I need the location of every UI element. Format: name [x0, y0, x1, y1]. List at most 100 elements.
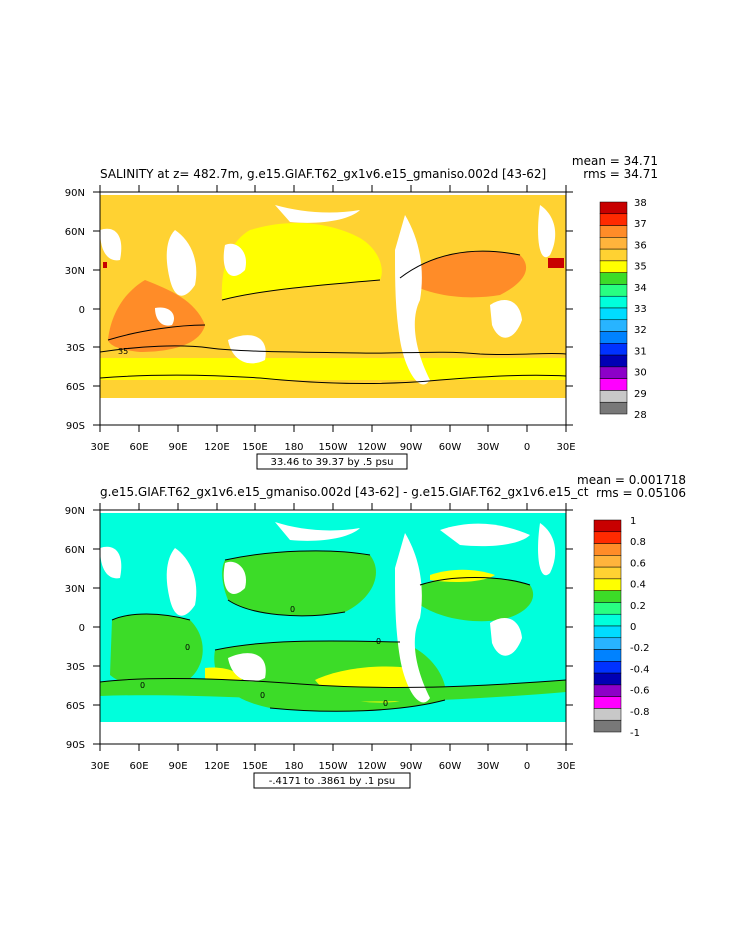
x-tick-label: 0 [524, 442, 530, 453]
legend-swatch [599, 366, 628, 379]
x-tick-label: 120W [358, 761, 387, 772]
difference-mean: mean = 0.001718 [577, 473, 686, 487]
north-atlantic-salty [400, 251, 527, 298]
salinity-map: 35 [100, 192, 566, 425]
difference-range-note: -.4171 to .3861 by .1 psu [269, 776, 396, 787]
legend-swatch [599, 319, 628, 332]
legend-label: -1 [630, 728, 640, 739]
x-tick-label: 150W [319, 761, 348, 772]
x-tick-label: 30W [477, 442, 500, 453]
legend-swatch [599, 284, 628, 297]
difference-range-box [253, 772, 411, 789]
legend-label: 37 [634, 219, 647, 230]
legend-swatch [599, 378, 628, 391]
legend-label: 0.8 [630, 537, 646, 548]
y-tick-label: 30S [66, 662, 85, 673]
legend-label: -0.8 [630, 707, 650, 718]
legend-swatch [599, 295, 628, 309]
salinity-contours [100, 250, 566, 385]
land-mask [100, 510, 566, 744]
y-tick-label: 90S [66, 421, 85, 432]
legend-swatch [599, 401, 628, 415]
salinity-title: SALINITY at z= 482.7m, g.e15.GIAF.T62_gx… [100, 167, 546, 181]
y-tick-label: 0 [79, 305, 85, 316]
legend-label: 1 [630, 516, 636, 527]
legend-swatch [593, 566, 622, 580]
y-tick-label: 60S [66, 701, 85, 712]
legend-swatch [593, 661, 622, 674]
x-tick-label: 120E [204, 442, 229, 453]
x-tick-label: 0 [524, 761, 530, 772]
x-tick-label: 90E [168, 442, 187, 453]
legend-swatch [593, 719, 622, 733]
legend-swatch [593, 590, 622, 603]
x-tick-label: 90W [400, 442, 423, 453]
diff-atlantic [420, 577, 534, 622]
salinity-range-note: 33.46 to 39.37 by .5 psu [271, 457, 394, 468]
x-tick-label: 60W [439, 761, 462, 772]
difference-y-ticks [93, 509, 573, 745]
difference-title: g.e15.GIAF.T62_gx1v6.e15_gmaniso.002d [4… [100, 485, 589, 499]
diff-southern-band [100, 678, 566, 702]
legend-swatch [593, 672, 622, 686]
y-tick-label: 30N [65, 584, 85, 595]
contour-label-35: 35 [118, 347, 128, 356]
legend-label: 28 [634, 410, 647, 421]
legend-swatch [599, 331, 628, 344]
legend-label: 0.2 [630, 601, 646, 612]
legend-label: 35 [634, 262, 647, 273]
legend-label: -0.2 [630, 643, 650, 654]
y-tick-label: 0 [79, 623, 85, 634]
legend-label: 31 [634, 346, 647, 357]
legend-swatch [593, 649, 622, 662]
x-tick-label: 60E [129, 442, 148, 453]
x-tick-label: 150E [242, 761, 267, 772]
contour-label-0: 0 [376, 637, 381, 646]
x-tick-label: 30E [90, 761, 109, 772]
legend-label: 30 [634, 368, 647, 379]
difference-panel: 0 0 0 0 0 0 [65, 473, 686, 789]
legend-swatch [599, 390, 628, 403]
contour-label-0: 0 [185, 643, 190, 652]
legend-label: 29 [634, 389, 647, 400]
legend-swatch [593, 696, 622, 709]
salinity-x-ticks [99, 185, 567, 432]
difference-y-tick-labels: 90N 60N 30N 0 30S 60S 90S [65, 506, 85, 751]
legend-label: 0.6 [630, 558, 646, 569]
x-tick-label: 180 [284, 761, 303, 772]
diff-north-pacific [222, 550, 376, 616]
legend-swatch [599, 213, 628, 226]
salinity-range-box [256, 453, 408, 470]
diff-indian [110, 614, 203, 687]
red-sea-salty [103, 262, 107, 268]
legend-swatch [593, 519, 622, 533]
y-tick-label: 90N [65, 506, 85, 517]
contour-label-0: 0 [260, 691, 265, 700]
legend-swatch [593, 531, 622, 544]
y-tick-label: 90S [66, 740, 85, 751]
arctic-band [100, 194, 566, 206]
y-tick-label: 30S [66, 343, 85, 354]
salinity-mean: mean = 34.71 [572, 154, 658, 168]
legend-swatch [593, 555, 622, 568]
x-tick-label: 30E [90, 442, 109, 453]
difference-contours [100, 550, 566, 712]
band-acc [100, 358, 566, 380]
salinity-panel: 35 [65, 154, 658, 470]
salinity-y-ticks [93, 191, 573, 426]
x-tick-label: 90W [400, 761, 423, 772]
x-tick-label: 60E [129, 761, 148, 772]
x-tick-label: 120W [358, 442, 387, 453]
legend-swatch [599, 260, 628, 273]
legend-swatch [593, 625, 622, 639]
y-tick-label: 60S [66, 382, 85, 393]
x-tick-label: 90E [168, 761, 187, 772]
mediterranean-salty [548, 258, 564, 268]
legend-label: 32 [634, 325, 647, 336]
difference-map: 0 0 0 0 0 0 [100, 510, 566, 744]
legend-swatch [599, 307, 628, 321]
legend-swatch [593, 613, 622, 627]
x-tick-label: 30W [477, 761, 500, 772]
legend-label: 0 [630, 622, 636, 633]
x-tick-label: 180 [284, 442, 303, 453]
